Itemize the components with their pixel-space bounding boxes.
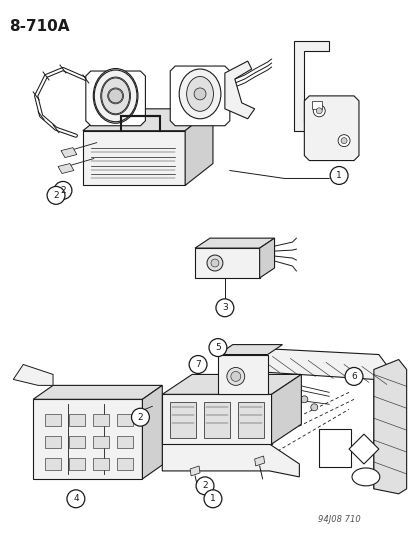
Polygon shape [373,360,406,494]
Circle shape [340,138,346,144]
Polygon shape [217,354,267,394]
Polygon shape [142,385,162,479]
Bar [116,414,132,426]
Circle shape [194,88,206,100]
Bar [93,458,108,470]
Circle shape [344,367,362,385]
Text: 1: 1 [209,494,215,503]
Polygon shape [85,71,145,126]
Text: 2: 2 [60,186,66,195]
Polygon shape [58,164,74,173]
Circle shape [310,404,317,411]
Bar [93,436,108,448]
Text: 8-710A: 8-710A [9,19,70,34]
Polygon shape [348,434,378,464]
Ellipse shape [100,77,130,115]
Bar [237,402,263,438]
Bar [69,458,85,470]
Ellipse shape [179,69,221,119]
Polygon shape [294,41,328,131]
Polygon shape [33,385,162,399]
Text: 2: 2 [202,481,207,490]
Bar [69,436,85,448]
Bar [170,402,196,438]
Polygon shape [33,399,142,479]
Ellipse shape [351,468,379,486]
Text: 7: 7 [195,360,200,369]
Circle shape [230,372,240,382]
Bar [204,402,229,438]
Circle shape [189,356,206,374]
Bar [116,458,132,470]
Bar [318,429,350,467]
Bar [45,436,61,448]
Bar [116,436,132,448]
Circle shape [67,490,85,508]
Ellipse shape [186,77,213,111]
Polygon shape [259,238,274,278]
Circle shape [108,89,122,103]
Circle shape [290,389,297,396]
Polygon shape [170,66,229,126]
Polygon shape [83,131,185,185]
Text: 2: 2 [137,413,143,422]
Polygon shape [162,444,299,477]
Circle shape [107,88,123,104]
Polygon shape [304,96,358,160]
Text: 1: 1 [335,171,341,180]
Circle shape [226,367,244,385]
Text: 3: 3 [221,303,227,312]
Text: 4: 4 [73,494,78,503]
Polygon shape [185,109,212,185]
Circle shape [300,396,307,403]
Polygon shape [244,348,393,489]
Polygon shape [254,456,264,466]
Polygon shape [190,466,199,476]
Text: 5: 5 [214,343,220,352]
Polygon shape [162,394,271,444]
Circle shape [204,490,221,508]
Polygon shape [217,345,282,354]
Circle shape [337,135,349,147]
Polygon shape [224,61,254,119]
Bar [93,414,108,426]
Circle shape [316,108,321,114]
Circle shape [196,477,214,495]
Bar [45,414,61,426]
Bar [311,101,321,109]
Circle shape [211,259,218,267]
Polygon shape [61,148,77,158]
Polygon shape [271,375,301,444]
Ellipse shape [102,78,129,114]
Circle shape [206,255,222,271]
Text: 94J08 710: 94J08 710 [317,515,360,523]
Polygon shape [83,109,212,131]
Circle shape [131,408,149,426]
Circle shape [47,187,65,204]
Polygon shape [195,238,274,248]
Circle shape [330,166,347,184]
Circle shape [216,299,233,317]
Polygon shape [13,365,53,385]
Ellipse shape [93,69,138,123]
Text: 6: 6 [350,372,356,381]
Bar [69,414,85,426]
Circle shape [54,181,72,199]
Circle shape [313,105,325,117]
Bar [45,458,61,470]
Ellipse shape [94,70,137,122]
Polygon shape [162,375,301,394]
Circle shape [209,338,226,357]
Text: 2: 2 [53,191,59,200]
Polygon shape [195,248,259,278]
Circle shape [133,409,143,419]
